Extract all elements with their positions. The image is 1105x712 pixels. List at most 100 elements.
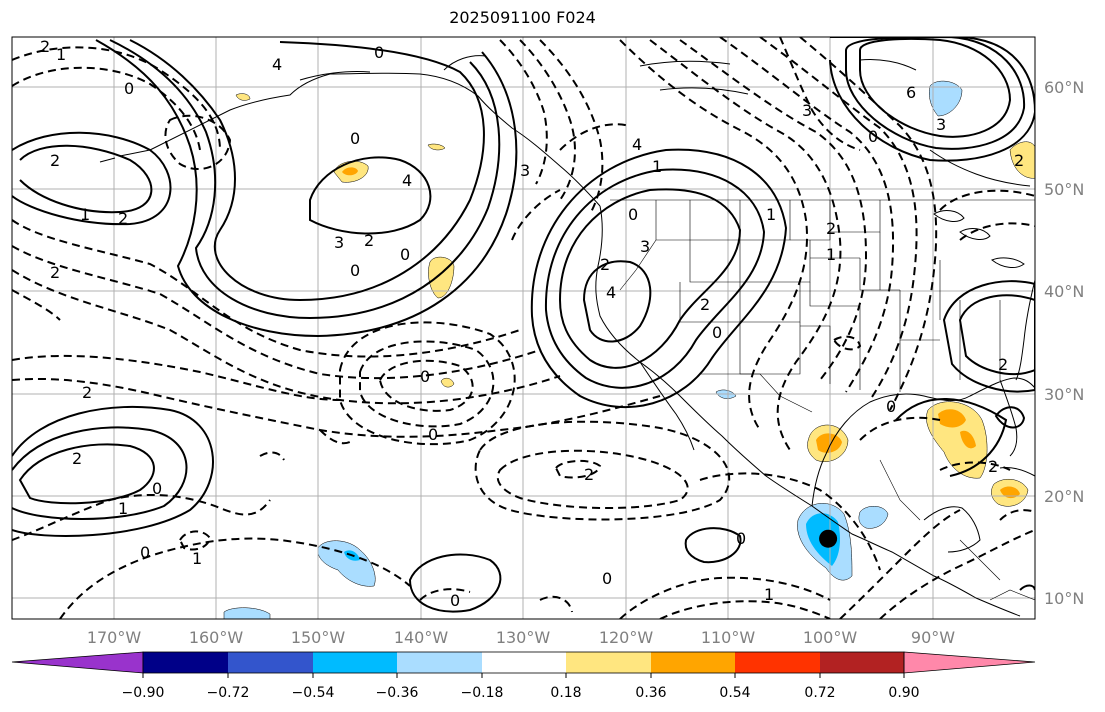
contour-label: 2	[600, 255, 610, 274]
colorbar-segment	[482, 652, 566, 673]
lon-label: 170°W	[87, 628, 142, 647]
contour-label: 0	[420, 367, 430, 386]
contour-label: 2	[584, 465, 594, 484]
colorbar-tick-label: −0.36	[376, 685, 419, 701]
lat-label: 50°N	[1044, 180, 1084, 199]
contour-label: 2	[1014, 151, 1024, 170]
colorbar-ticks	[142, 673, 905, 678]
contour-label: 2	[998, 355, 1008, 374]
contour-label: 3	[334, 233, 344, 252]
contour-label: 2	[82, 383, 92, 402]
colorbar: −0.90 −0.72 −0.54 −0.36 −0.18 0.18 0.36 …	[11, 651, 1036, 701]
contour-label: 0	[152, 479, 162, 498]
colorbar-segment	[566, 652, 651, 673]
contour-label: 1	[192, 549, 202, 568]
colorbar-segment	[143, 652, 228, 673]
lon-label: 150°W	[291, 628, 346, 647]
contour-labels: 2 1 0 4 0 0 2 2 1 2 4 3 2 0 0 3 4 1 0 2 …	[40, 37, 1024, 610]
lon-label: 90°W	[911, 628, 955, 647]
lon-label: 140°W	[394, 628, 449, 647]
political-borders	[610, 199, 1035, 601]
colorbar-tick-label: 0.72	[804, 685, 835, 701]
lon-label: 100°W	[803, 628, 858, 647]
contour-label: 0	[350, 129, 360, 148]
lat-label: 30°N	[1044, 385, 1084, 404]
contour-label: 3	[802, 101, 812, 120]
contour-label: 1	[764, 585, 774, 604]
shade-positive-core	[1000, 486, 1020, 499]
contour-label: 0	[140, 543, 150, 562]
shade-positive	[440, 377, 455, 388]
coastlines	[99, 55, 1035, 617]
latitude-labels: 60°N 50°N 40°N 30°N 20°N 10°N	[1044, 78, 1084, 608]
shade-negative	[223, 607, 271, 619]
storm-center-marker	[819, 529, 838, 548]
contour-label: 2	[700, 295, 710, 314]
map-title: 2025091100 F024	[449, 8, 596, 27]
lat-label: 20°N	[1044, 487, 1084, 506]
contour-label: 0	[868, 127, 878, 146]
map-frame	[11, 36, 1036, 620]
colorbar-frame	[142, 651, 905, 674]
colorbar-segment	[735, 652, 820, 673]
shade-positive-core	[938, 409, 966, 428]
shade-positive-core	[816, 433, 842, 453]
map-area: 2 1 0 4 0 0 2 2 1 2 4 3 2 0 0 3 4 1 0 2 …	[12, 37, 1035, 619]
colorbar-segment	[313, 652, 397, 673]
contour-label: 1	[56, 45, 66, 64]
contour-label: 2	[40, 37, 50, 56]
contour-label: 0	[736, 529, 746, 548]
contour-label: 0	[450, 591, 460, 610]
colorbar-extend-high	[903, 651, 1036, 674]
contour-label: 1	[766, 205, 776, 224]
colorbar-segment	[397, 652, 482, 673]
colorbar-tick-label: 0.18	[550, 685, 581, 701]
shade-negative	[235, 93, 251, 101]
colorbar-tick-label: −0.54	[292, 685, 335, 701]
colorbar-tick-label: 0.54	[719, 685, 750, 701]
shade-negative	[929, 80, 963, 117]
shade-positive-core	[342, 167, 358, 176]
lat-label: 60°N	[1044, 78, 1084, 97]
contour-label: 1	[652, 157, 662, 176]
contour-label: 3	[640, 237, 650, 256]
contour-label: 2	[72, 449, 82, 468]
contour-label: 0	[374, 43, 384, 62]
colorbar-segment	[228, 652, 313, 673]
contour-label: 4	[402, 171, 412, 190]
contour-label: 0	[602, 569, 612, 588]
contour-label: 2	[50, 151, 60, 170]
contour-label: 1	[118, 499, 128, 518]
colorbar-extend-low	[11, 651, 144, 674]
shade-negative	[858, 506, 889, 529]
lat-label: 10°N	[1044, 589, 1084, 608]
lon-label: 130°W	[496, 628, 551, 647]
colorbar-tick-label: −0.18	[461, 685, 504, 701]
contours-positive	[12, 37, 1035, 613]
contour-label: 0	[400, 245, 410, 264]
lon-label: 160°W	[189, 628, 244, 647]
lon-label: 120°W	[599, 628, 654, 647]
longitude-labels: 170°W 160°W 150°W 140°W 130°W 120°W 110°…	[87, 628, 955, 647]
contour-label: 0	[628, 205, 638, 224]
shade-negative	[317, 540, 376, 587]
contour-label: 2	[826, 219, 836, 238]
contour-label: 4	[272, 55, 282, 74]
lon-label: 110°W	[701, 628, 756, 647]
contours-negative	[12, 37, 1035, 619]
contour-label: 1	[826, 245, 836, 264]
contour-label: 2	[988, 457, 998, 476]
colorbar-tick-label: −0.72	[207, 685, 250, 701]
colorbar-tick-label: −0.90	[122, 685, 165, 701]
contour-label: 0	[428, 425, 438, 444]
colorbar-tick-label: 0.90	[888, 685, 919, 701]
colorbar-tick-label: 0.36	[635, 685, 666, 701]
contour-label: 2	[364, 231, 374, 250]
shade-positive-core	[960, 430, 976, 449]
colorbar-segment	[820, 652, 904, 673]
contour-label: 0	[350, 261, 360, 280]
contour-label: 2	[50, 263, 60, 282]
contour-label: 6	[906, 83, 916, 102]
contour-label: 3	[936, 115, 946, 134]
